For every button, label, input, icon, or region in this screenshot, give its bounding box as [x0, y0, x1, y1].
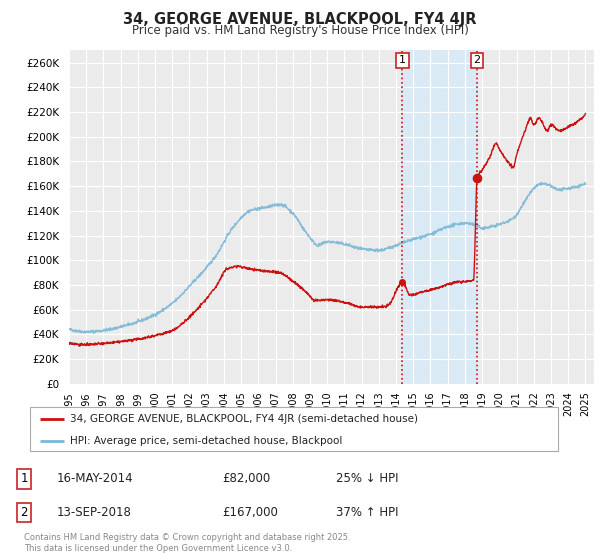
Text: £167,000: £167,000 — [222, 506, 278, 519]
Text: 1: 1 — [399, 55, 406, 66]
Text: 13-SEP-2018: 13-SEP-2018 — [57, 506, 132, 519]
Text: 34, GEORGE AVENUE, BLACKPOOL, FY4 4JR (semi-detached house): 34, GEORGE AVENUE, BLACKPOOL, FY4 4JR (s… — [70, 414, 418, 424]
Text: 2: 2 — [20, 506, 28, 519]
Text: 34, GEORGE AVENUE, BLACKPOOL, FY4 4JR: 34, GEORGE AVENUE, BLACKPOOL, FY4 4JR — [123, 12, 477, 27]
Text: HPI: Average price, semi-detached house, Blackpool: HPI: Average price, semi-detached house,… — [70, 436, 342, 446]
Text: 25% ↓ HPI: 25% ↓ HPI — [336, 472, 398, 486]
Text: 16-MAY-2014: 16-MAY-2014 — [57, 472, 134, 486]
Text: 37% ↑ HPI: 37% ↑ HPI — [336, 506, 398, 519]
Text: Price paid vs. HM Land Registry's House Price Index (HPI): Price paid vs. HM Land Registry's House … — [131, 24, 469, 37]
Text: 1: 1 — [20, 472, 28, 486]
Bar — [403, 50, 477, 384]
Text: Contains HM Land Registry data © Crown copyright and database right 2025.
This d: Contains HM Land Registry data © Crown c… — [24, 533, 350, 553]
FancyBboxPatch shape — [30, 407, 558, 451]
Text: £82,000: £82,000 — [222, 472, 270, 486]
Text: 2: 2 — [473, 55, 481, 66]
